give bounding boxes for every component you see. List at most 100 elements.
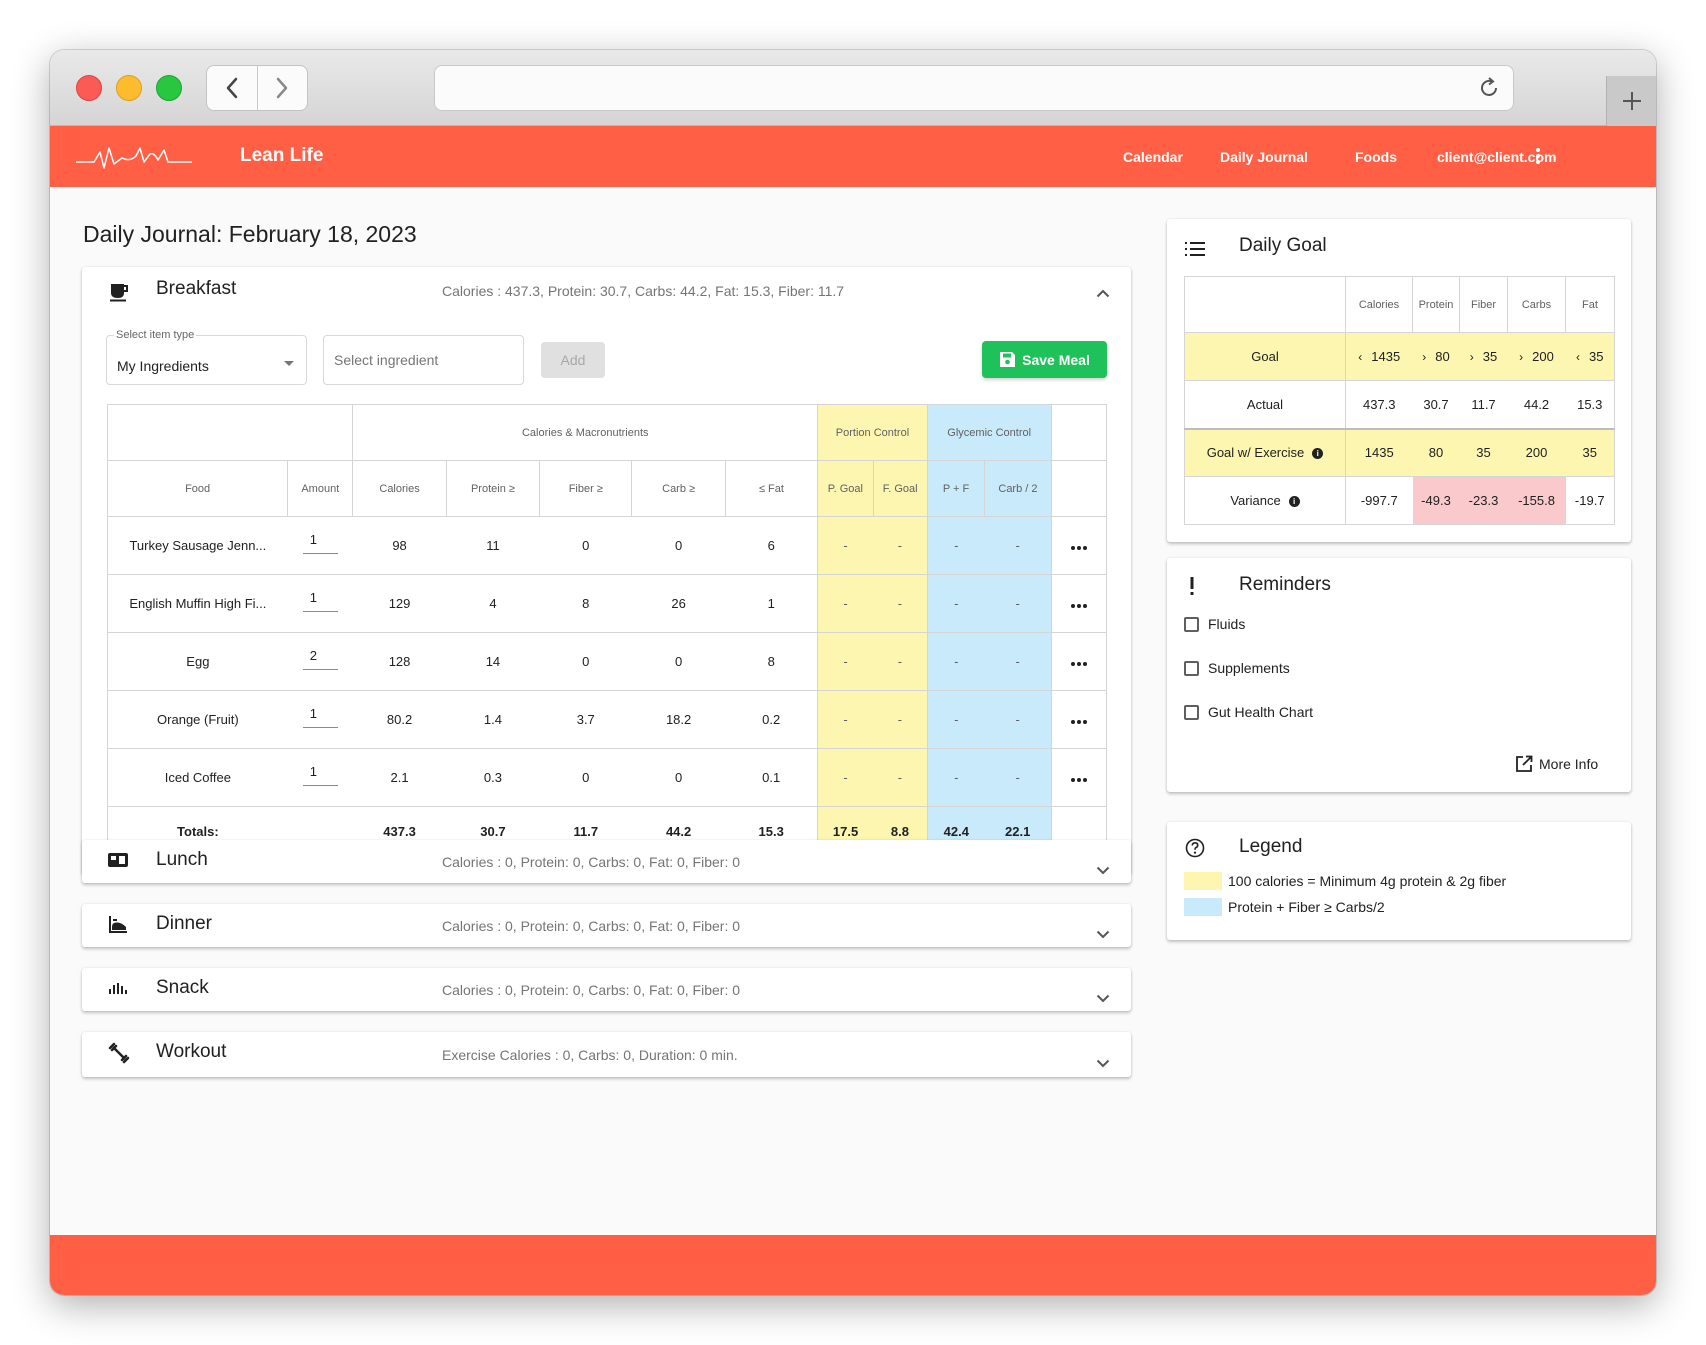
reminder-gut-health-chart[interactable]: Gut Health Chart <box>1184 704 1313 720</box>
col-amount[interactable]: Amount <box>287 460 354 517</box>
list-icon <box>1185 242 1205 256</box>
nav-daily-journal[interactable]: Daily Journal <box>1220 149 1308 165</box>
carb-cell: 0 <box>631 748 726 807</box>
nav-user-account[interactable]: client@client.com <box>1437 149 1557 165</box>
chevron-down-icon[interactable] <box>1096 930 1110 939</box>
amount-cell: 1 <box>287 748 353 807</box>
food-name[interactable]: Egg <box>106 632 288 691</box>
protein-cell: 11 <box>446 516 540 575</box>
chevron-up-icon[interactable] <box>1096 289 1110 298</box>
forward-button[interactable] <box>256 66 308 110</box>
amount-cell: 2 <box>287 632 353 691</box>
carb-cell: 18.2 <box>631 690 726 749</box>
minimize-window-button[interactable] <box>116 75 142 101</box>
gut-health-label: Gut Health Chart <box>1208 704 1314 720</box>
nav-foods[interactable]: Foods <box>1355 149 1397 165</box>
nav-calendar[interactable]: Calendar <box>1123 149 1183 165</box>
dinner-title[interactable]: Dinner <box>156 913 212 934</box>
col-fiber[interactable]: Fiber ≥ <box>539 460 633 517</box>
fat-cell: 1 <box>725 574 818 633</box>
snack-title[interactable]: Snack <box>156 977 209 998</box>
more-vert-icon[interactable] <box>1536 148 1540 166</box>
chevron-left-icon <box>226 77 237 99</box>
heartbeat-logo-icon[interactable] <box>74 140 194 172</box>
p-plus-f-cell: - <box>926 516 985 575</box>
chevron-down-icon[interactable] <box>1096 994 1110 1003</box>
amount-input[interactable]: 1 <box>302 764 338 786</box>
dinner-panel[interactable]: Dinner Calories : 0, Protein: 0, Carbs: … <box>82 904 1131 947</box>
workout-title[interactable]: Workout <box>156 1041 227 1062</box>
save-meal-button[interactable]: Save Meal <box>982 341 1107 378</box>
amount-input[interactable]: 1 <box>302 532 338 554</box>
add-button[interactable]: Add <box>541 342 605 378</box>
new-tab-button[interactable] <box>1606 76 1656 126</box>
f-goal-cell: - <box>873 690 928 749</box>
chevron-down-icon[interactable] <box>1096 1059 1110 1068</box>
amount-input[interactable]: 2 <box>302 648 338 670</box>
col-calories[interactable]: Calories <box>352 460 447 517</box>
more-info-label: More Info <box>1539 756 1599 772</box>
ingredient-input[interactable] <box>323 335 524 385</box>
info-icon[interactable]: i <box>1312 448 1324 460</box>
info-icon[interactable]: i <box>1288 496 1300 507</box>
gut-health-checkbox[interactable] <box>1184 704 1199 720</box>
more-horiz-icon[interactable] <box>1070 720 1087 724</box>
chevron-down-icon[interactable] <box>1096 866 1110 875</box>
goal-calories: ‹ 1435 <box>1345 332 1413 381</box>
lunch-box-icon <box>108 853 128 867</box>
col-food[interactable]: Food <box>106 460 289 517</box>
food-name[interactable]: Turkey Sausage Jenn... <box>106 516 288 575</box>
protein-cell: 4 <box>446 574 540 633</box>
goal-exercise-label-cell: Goal w/ Exercise i <box>1184 427 1346 477</box>
snack-summary: Calories : 0, Protein: 0, Carbs: 0, Fat:… <box>442 982 741 998</box>
amount-cell: 1 <box>287 574 353 633</box>
more-horiz-icon[interactable] <box>1070 778 1087 782</box>
back-button[interactable] <box>207 66 257 110</box>
breakfast-title[interactable]: Breakfast <box>156 278 237 299</box>
goal-exercise-row: Goal w/ Exercise i 1435 80 35 200 35 <box>1184 427 1615 477</box>
page-title: Daily Journal: February 18, 2023 <box>83 221 417 247</box>
amount-input[interactable]: 1 <box>302 590 338 612</box>
food-name[interactable]: Iced Coffee <box>106 748 288 807</box>
more-info-link[interactable]: More Info <box>1515 755 1598 773</box>
supplements-checkbox[interactable] <box>1184 660 1199 676</box>
app-title[interactable]: Lean Life <box>240 145 324 166</box>
fat-cell: 0.1 <box>725 748 818 807</box>
food-name[interactable]: English Muffin High Fi... <box>106 574 288 633</box>
more-horiz-icon[interactable] <box>1070 662 1087 666</box>
carb-cell: 0 <box>631 516 726 575</box>
col-protein[interactable]: Protein ≥ <box>445 460 541 517</box>
snack-panel[interactable]: Snack Calories : 0, Protein: 0, Carbs: 0… <box>82 968 1131 1011</box>
fat-cell: 6 <box>725 516 818 575</box>
amount-input[interactable]: 1 <box>302 706 338 728</box>
reminder-supplements[interactable]: Supplements <box>1184 660 1290 676</box>
col-carb[interactable]: Carb ≥ <box>631 460 726 517</box>
close-window-button[interactable] <box>76 75 102 101</box>
carb-half-cell: - <box>984 516 1052 575</box>
reload-icon[interactable] <box>1477 76 1501 100</box>
col-fat[interactable]: ≤ Fat <box>724 460 819 517</box>
calories-cell: 2.1 <box>352 748 447 807</box>
actual-calories: 437.3 <box>1345 380 1413 429</box>
f-goal-cell: - <box>873 516 928 575</box>
f-goal-cell: - <box>873 748 928 807</box>
table-row: Turkey Sausage Jenn... 1 98 11 0 0 6- - - - <box>106 516 1108 575</box>
fiber-cell: 3.7 <box>539 690 632 749</box>
workout-panel[interactable]: Workout Exercise Calories : 0, Carbs: 0,… <box>82 1032 1131 1077</box>
address-bar[interactable] <box>434 65 1514 111</box>
maximize-window-button[interactable] <box>156 75 182 101</box>
lunch-title[interactable]: Lunch <box>156 849 208 870</box>
calories-cell: 129 <box>352 574 447 633</box>
reminder-fluids[interactable]: Fluids <box>1184 616 1245 632</box>
protein-cell: 0.3 <box>446 748 540 807</box>
lunch-summary: Calories : 0, Protein: 0, Carbs: 0, Fat:… <box>442 854 741 870</box>
more-horiz-icon[interactable] <box>1070 604 1087 608</box>
daily-goal-card: Daily Goal Calories Protein Fiber Carbs … <box>1167 219 1631 542</box>
food-name[interactable]: Orange (Fruit) <box>106 690 288 749</box>
fluids-checkbox[interactable] <box>1184 616 1199 632</box>
item-type-select[interactable]: My Ingredients <box>106 335 307 385</box>
more-horiz-icon[interactable] <box>1070 546 1087 550</box>
lunch-panel[interactable]: Lunch Calories : 0, Protein: 0, Carbs: 0… <box>82 840 1131 883</box>
goal-exercise-carbs: 200 <box>1507 427 1566 477</box>
fiber-cell: 0 <box>539 748 632 807</box>
